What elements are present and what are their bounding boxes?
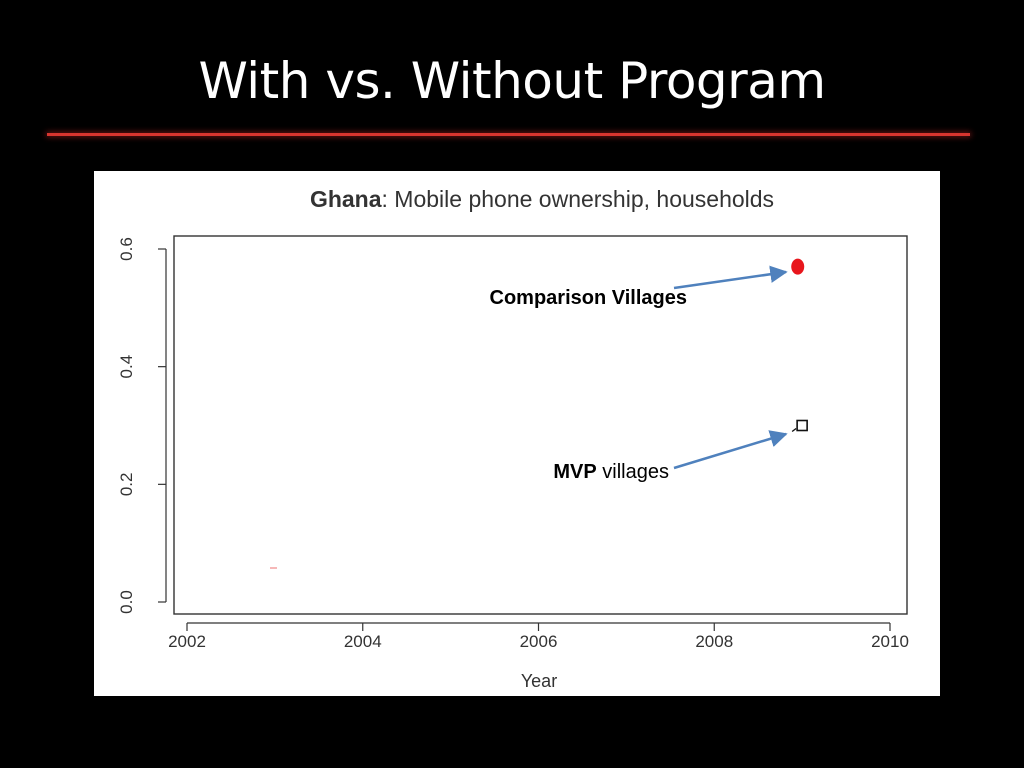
data-point-mvp [796, 419, 808, 432]
title-divider [47, 133, 970, 136]
annotation-mvp-rest: villages [597, 461, 669, 483]
x-tick-label: 2008 [695, 632, 733, 651]
y-tick-label: 0.0 [117, 590, 136, 614]
x-tick-label: 2004 [344, 632, 382, 651]
x-axis-label: Year [521, 671, 557, 691]
chart-title: Ghana: Mobile phone ownership, household… [310, 186, 774, 212]
annotation-comparison-villages: Comparison Villages [490, 287, 687, 309]
data-points [791, 258, 808, 433]
chart-svg: Ghana: Mobile phone ownership, household… [117, 186, 909, 691]
annotation-mvp-villages: MVP villages [553, 461, 669, 483]
annotation-mvp-label: MVP [553, 461, 596, 483]
y-tick-label: 0.2 [117, 473, 136, 497]
annotation-comparison-label: Comparison Villages [490, 287, 687, 309]
x-tick-label: 2010 [871, 632, 909, 651]
data-point-mvp-tail [791, 427, 797, 433]
y-tick-label: 0.6 [117, 237, 136, 261]
x-tick-label: 2006 [520, 632, 558, 651]
plot-frame [173, 235, 908, 615]
x-ticks: 2002 2004 2006 2008 2010 [168, 623, 909, 651]
chart-panel: Ghana: Mobile phone ownership, household… [94, 171, 940, 696]
annotation-arrow-mvp [673, 430, 788, 470]
slide-title: With vs. Without Program [198, 52, 826, 110]
chart-title-country: Ghana [310, 186, 382, 212]
chart-title-subject: : Mobile phone ownership, households [382, 186, 775, 212]
annotation-arrow-comparison [673, 265, 788, 290]
y-ticks: 0.0 0.2 0.4 0.6 [117, 237, 166, 614]
data-point-comparison [791, 258, 805, 275]
x-tick-label: 2002 [168, 632, 206, 651]
y-tick-label: 0.4 [117, 355, 136, 379]
